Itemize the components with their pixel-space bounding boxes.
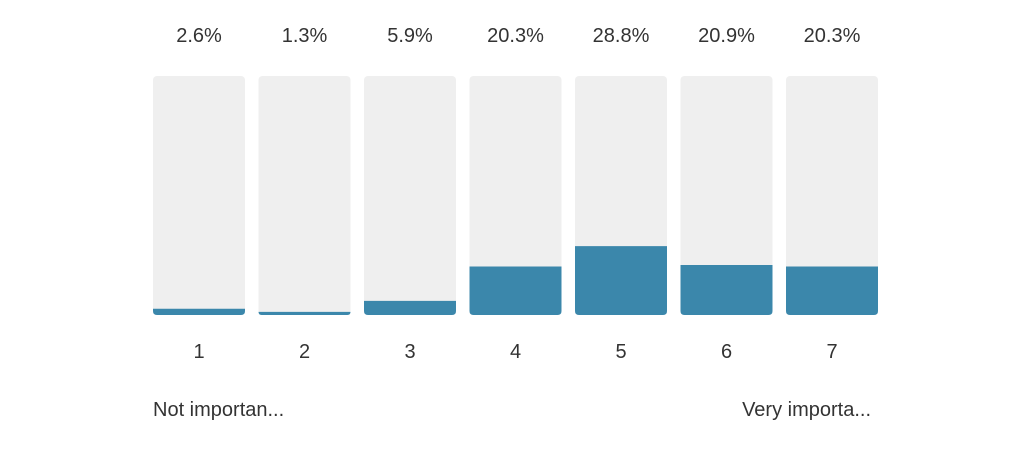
value-label-2: 1.3%: [282, 25, 328, 47]
bar-5: [575, 246, 667, 315]
bar-3: [364, 300, 456, 315]
bar-1: [153, 308, 245, 315]
category-label-3: 3: [404, 341, 415, 363]
category-label-7: 7: [826, 341, 837, 363]
bar-track-4: [469, 76, 562, 315]
bar-4: [469, 266, 562, 315]
value-label-7: 20.3%: [804, 25, 861, 47]
bar-track-3: [364, 76, 456, 315]
scale-high-label: Very importa...: [742, 399, 871, 421]
category-label-2: 2: [299, 341, 310, 363]
category-label-5: 5: [615, 341, 626, 363]
bar-7: [786, 266, 878, 315]
bar-track-7: [786, 76, 878, 315]
category-label-4: 4: [510, 341, 521, 363]
bar-2: [258, 311, 351, 315]
chart-canvas: 2.6% 1 1.3% 2 5.9% 3 20.3% 4 28.8% 5 20.9% 6 20.3% 7: [153, 25, 878, 363]
scale-low-label: Not importan...: [153, 399, 285, 421]
value-label-3: 5.9%: [387, 25, 433, 47]
bar-6: [680, 265, 773, 315]
bar-track-1: [153, 76, 245, 315]
bar-track-2: [258, 76, 351, 315]
bar-track-6: [680, 76, 773, 315]
value-label-6: 20.9%: [698, 25, 755, 47]
value-label-4: 20.3%: [487, 25, 544, 47]
category-label-1: 1: [193, 341, 204, 363]
value-label-5: 28.8%: [593, 25, 650, 47]
value-label-1: 2.6%: [176, 25, 222, 47]
category-label-6: 6: [721, 341, 732, 363]
